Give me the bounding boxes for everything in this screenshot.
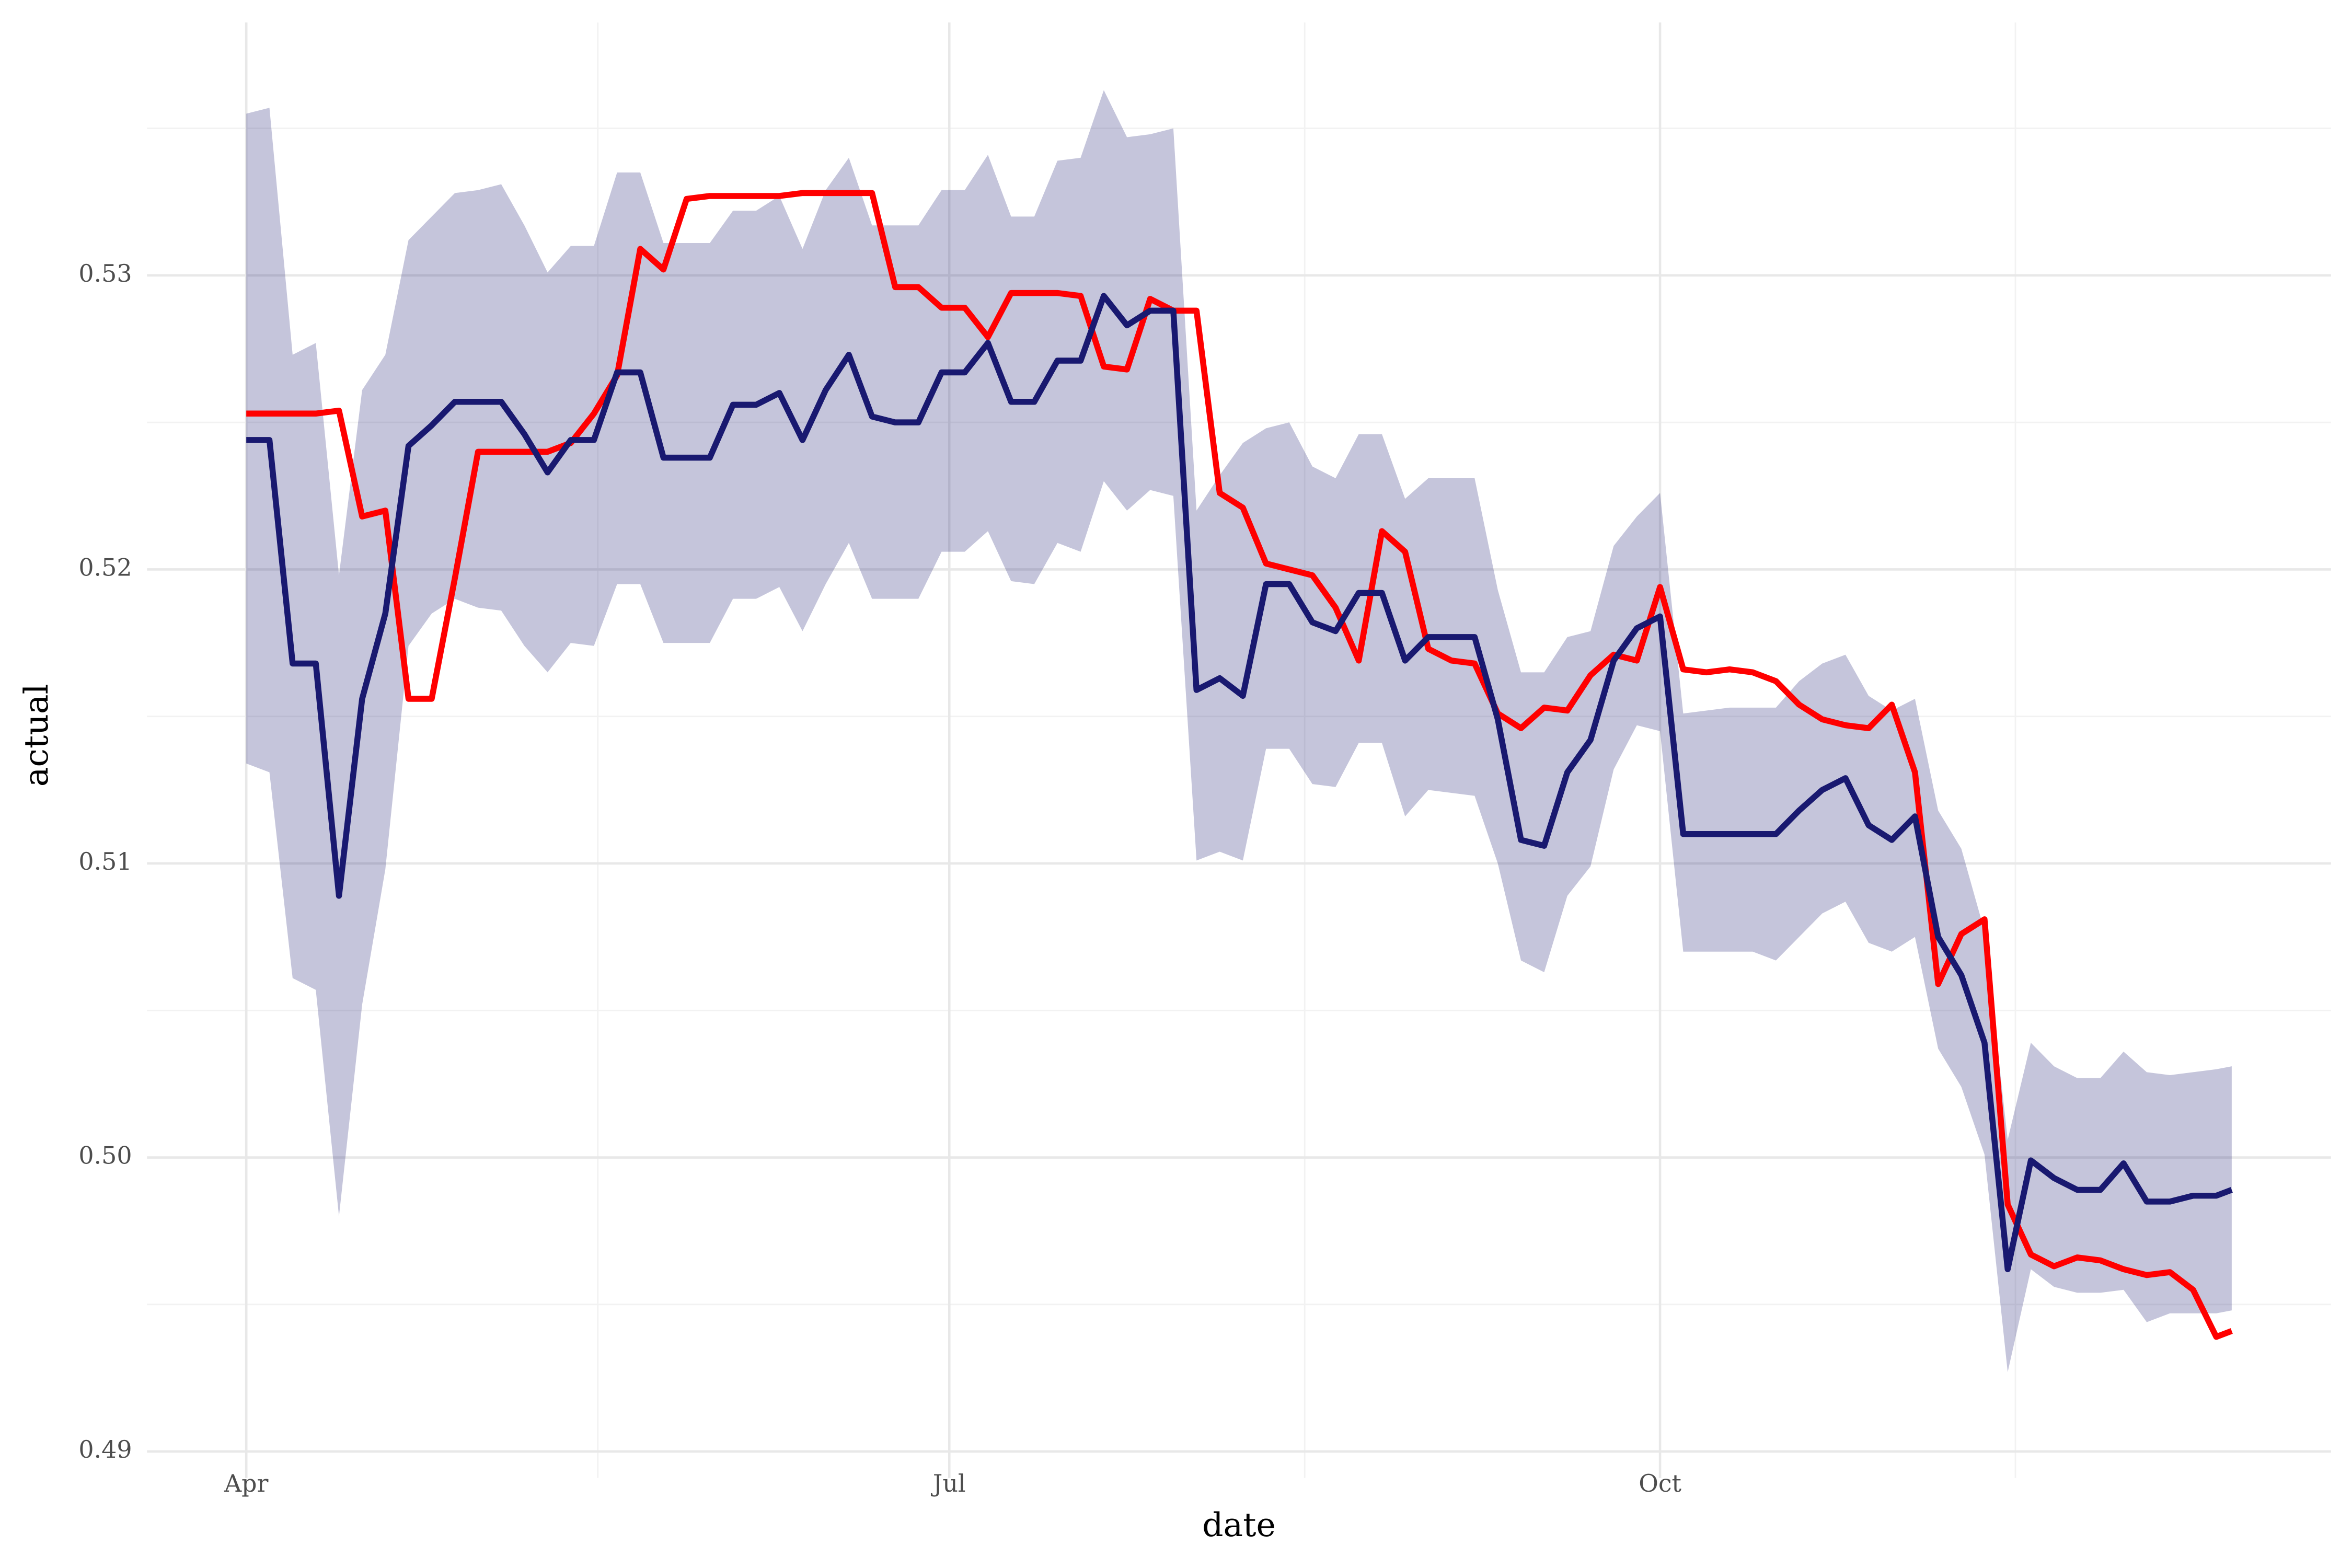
series-line <box>246 190 2233 1340</box>
y-tick-label: 0.49 <box>78 1435 132 1463</box>
y-tick-label: 0.53 <box>78 259 132 287</box>
grid <box>147 22 2331 1478</box>
confidence-band <box>246 90 2232 1373</box>
y-tick-label: 0.51 <box>78 847 132 875</box>
axis-labels: Apr Jul Oct 0.49 0.50 0.51 0.52 0.53 <box>78 259 1681 1497</box>
plot-marks <box>246 90 2233 1373</box>
x-tick-label: Oct <box>1639 1469 1681 1497</box>
x-tick-label: Jul <box>931 1469 966 1497</box>
y-tick-label: 0.52 <box>78 553 132 581</box>
x-axis-title: date <box>1202 1505 1276 1544</box>
series-line <box>246 293 2233 1273</box>
x-tick-label: Apr <box>224 1469 269 1497</box>
y-axis-title: actual <box>17 684 55 787</box>
y-tick-label: 0.50 <box>78 1142 132 1170</box>
